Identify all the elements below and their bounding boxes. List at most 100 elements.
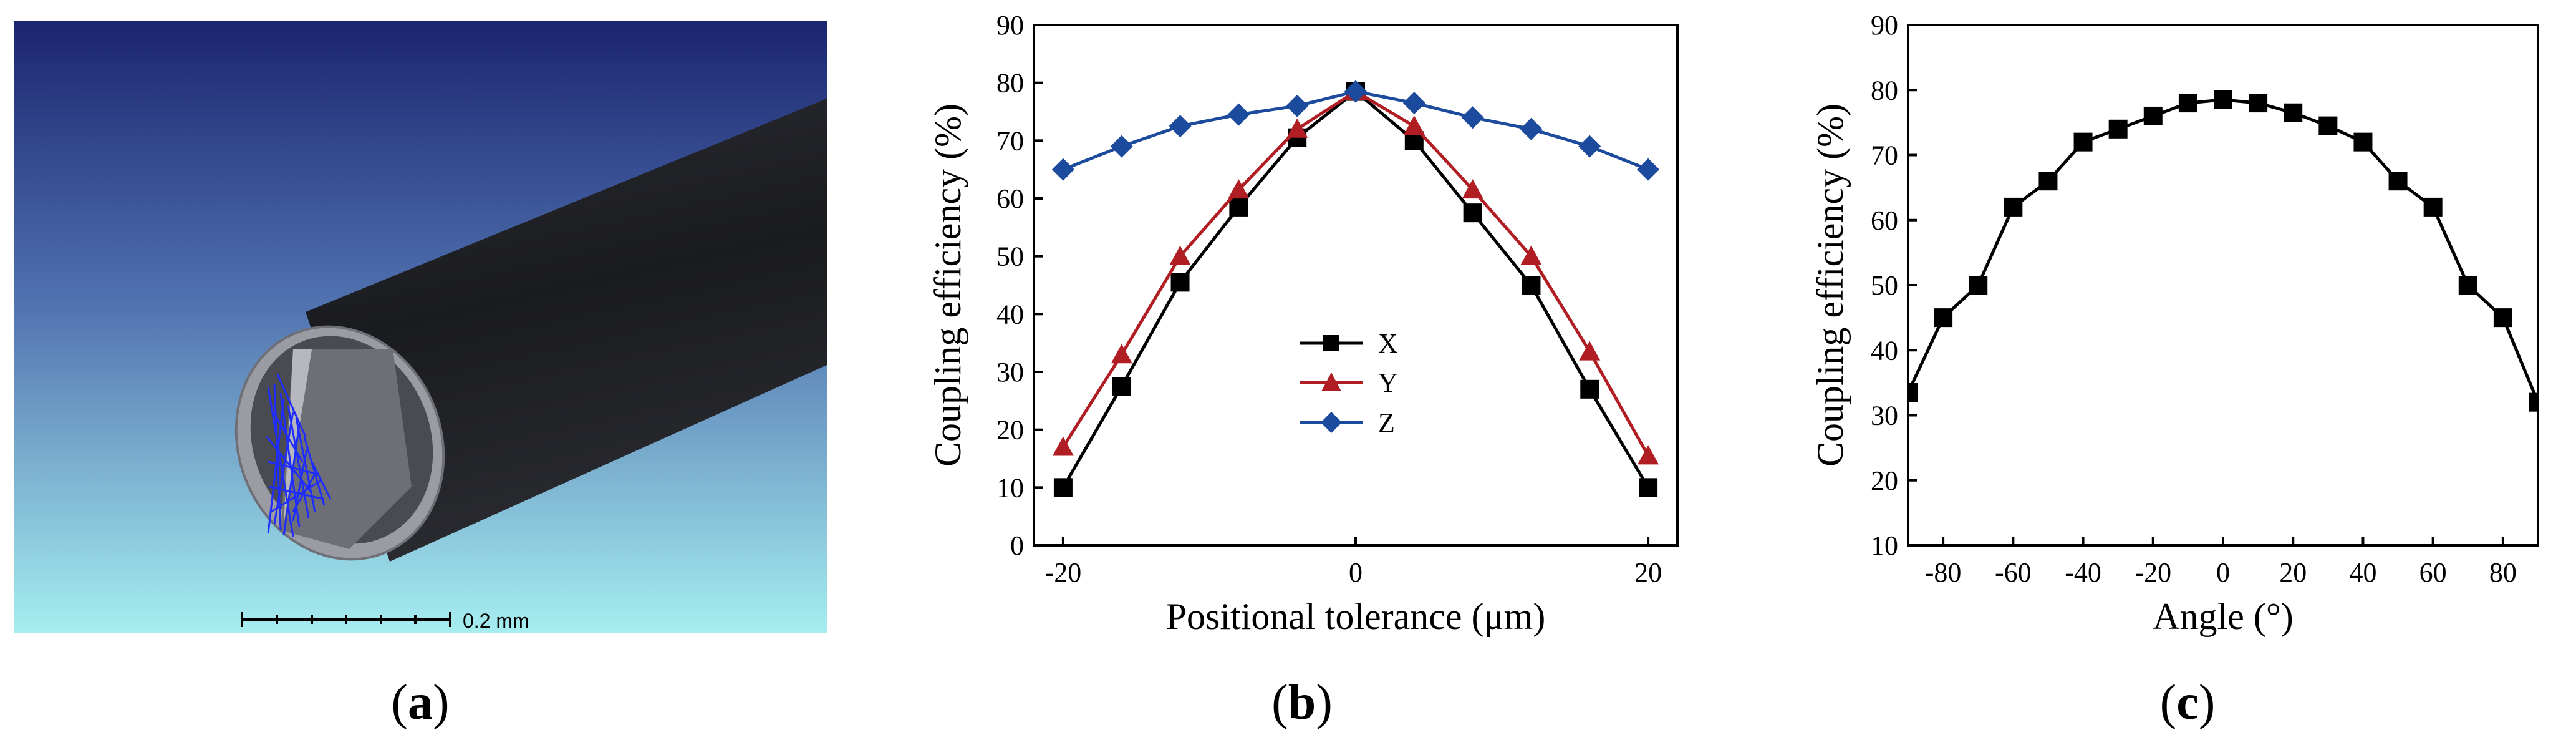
chart-b-series-z-point xyxy=(1402,92,1425,115)
chart-c-xtick-label: -40 xyxy=(2065,557,2101,588)
chart-b-series-y-line xyxy=(1061,89,1650,457)
chart-b-series-z-line xyxy=(1062,90,1649,171)
chart-b-series-z-point xyxy=(1520,117,1543,140)
chart-b-series-y-point xyxy=(1520,245,1542,265)
panel-a-label-close: ) xyxy=(433,675,450,730)
chart-b-axes: -20 0 20 0 10 20 30 40 50 60 70 80 90 xyxy=(996,10,1662,588)
chart-c-xtick-label: -80 xyxy=(1925,557,1962,588)
chart-c-series-series-point xyxy=(2073,132,2093,152)
panel-a-label-letter: a xyxy=(408,675,433,730)
panel-b-label-letter: b xyxy=(1288,675,1316,730)
chart-c-series-series-point xyxy=(2143,106,2163,125)
chart-c-ytick-label: 80 xyxy=(1871,75,1898,105)
panel-b-label-close: ) xyxy=(1316,675,1333,730)
chart-c-ytick-label: 70 xyxy=(1871,140,1898,171)
chart-b-ytick-label: 80 xyxy=(996,68,1024,99)
chart-c-ytick-label: 10 xyxy=(1871,530,1898,561)
chart-b-series-x-point xyxy=(1170,273,1190,292)
chart-c-plot-area xyxy=(1908,90,2538,412)
chart-c-series-series-point xyxy=(2249,94,2268,113)
chart-c-xtick-label: 60 xyxy=(2419,557,2447,588)
chart-b-series-x-point xyxy=(1229,197,1248,217)
chart-b-series-x-point xyxy=(1463,203,1482,223)
chart-b-ytick-label: 90 xyxy=(996,10,1024,41)
chart-c-xtick-label: 0 xyxy=(2216,557,2230,588)
chart-c-series-series-point xyxy=(2353,132,2373,152)
chart-b-series-z-point xyxy=(1286,94,1309,117)
chart-c-series-series-point xyxy=(2388,172,2408,191)
chart-b: -20 0 20 0 10 20 30 40 50 60 70 80 90 X Y Z Position… xyxy=(927,10,1679,730)
chart-c-series-series-point xyxy=(2038,172,2058,191)
chart-c-series-series-point xyxy=(2004,197,2023,217)
chart-b-ytick-label: 0 xyxy=(1010,530,1024,561)
chart-c-axes: -80 -60 -40 -20 0 20 40 60 80 10 20 30 40 50 60 70 80 90 xyxy=(1871,10,2517,588)
panel-a-label: (a) xyxy=(391,675,449,730)
chart-b-series-z-point xyxy=(1461,106,1484,129)
panel-b-label-open: ( xyxy=(1271,675,1288,730)
chart-b-ytick-label: 30 xyxy=(996,357,1024,387)
panel-c-label-letter: c xyxy=(2176,675,2199,730)
chart-b-ylabel: Coupling efficiency (%) xyxy=(927,104,968,467)
legend-y-marker xyxy=(1321,373,1341,391)
chart-b-ytick-label: 40 xyxy=(996,299,1024,329)
chart-b-series-y-point xyxy=(1052,436,1074,456)
legend-z-marker xyxy=(1321,412,1342,433)
chart-b-series-z-point xyxy=(1051,158,1074,181)
chart-b-xtick-label: -20 xyxy=(1045,557,1082,588)
panel-c-label-close: ) xyxy=(2199,675,2216,730)
fiber-render xyxy=(234,99,827,562)
chart-c-series-series-point xyxy=(2108,119,2128,139)
chart-b-series-y-point xyxy=(1462,179,1483,199)
chart-b-plot-area xyxy=(1051,80,1660,497)
chart-c-series-series-point xyxy=(2214,90,2232,109)
panel-a: 0.2 mm (a) xyxy=(14,21,827,730)
chart-b-series-y-point xyxy=(1638,445,1659,465)
chart-b-series-x-point xyxy=(1639,478,1658,497)
chart-b-series-y-point xyxy=(1579,341,1601,361)
panel-b-label: (b) xyxy=(1271,675,1333,730)
chart-b-series-z-point xyxy=(1637,158,1660,181)
chart-c-ytick-label: 60 xyxy=(1871,205,1898,236)
chart-c-ylabel: Coupling efficiency (%) xyxy=(1810,104,1851,467)
scale-bar xyxy=(241,612,451,627)
panel-c-label: (c) xyxy=(2160,675,2216,730)
legend-x-marker xyxy=(1323,335,1339,351)
chart-c: -80 -60 -40 -20 0 20 40 60 80102030405060708090 … xyxy=(1810,10,2539,730)
chart-b-series-z-point xyxy=(1344,80,1367,103)
chart-b-ytick-label: 70 xyxy=(996,125,1024,156)
chart-b-series-y-point xyxy=(1403,115,1425,135)
chart-b-series-y-point xyxy=(1228,179,1250,199)
chart-c-xtick-label: -60 xyxy=(1995,557,2032,588)
chart-b-xtick-label: 0 xyxy=(1349,557,1363,588)
chart-b-series-x-line xyxy=(1061,89,1650,489)
chart-b-frame xyxy=(1033,24,1679,547)
chart-b-series-z-point xyxy=(1578,135,1601,158)
chart-b-xlabel: Positional tolerance (μm) xyxy=(1166,596,1546,637)
chart-c-series-series-point xyxy=(2178,94,2197,113)
chart-c-ytick-label: 50 xyxy=(1871,270,1898,301)
chart-b-series-z-point xyxy=(1110,135,1133,158)
chart-b-xtick-label: 20 xyxy=(1634,557,1662,588)
chart-b-ytick-label: 10 xyxy=(996,472,1024,503)
chart-b-ytick-label: 20 xyxy=(996,415,1024,446)
chart-b-series-z-point xyxy=(1227,103,1250,126)
chart-c-series-series-point xyxy=(2423,197,2443,217)
chart-c-series-series-point xyxy=(1934,308,1953,328)
chart-c-series-series-point xyxy=(2458,276,2477,295)
ray-bundle xyxy=(266,374,332,537)
chart-c-xtick-label: 80 xyxy=(2489,557,2517,588)
chart-c-series-series-point xyxy=(2529,392,2538,412)
chart-c-xtick-label: 20 xyxy=(2279,557,2307,588)
chart-c-series-series-point xyxy=(2493,308,2512,328)
chart-b-series-y-point xyxy=(1169,245,1191,265)
chart-c-series-series-point xyxy=(2318,116,2338,135)
legend-z-label: Z xyxy=(1378,407,1395,438)
chart-b-series-x-point xyxy=(1053,478,1073,497)
chart-c-series-series-point xyxy=(1908,383,1918,402)
chart-b-series-x-point xyxy=(1580,379,1599,399)
scale-bar-label: 0.2 mm xyxy=(463,610,529,632)
legend-y-label: Y xyxy=(1378,368,1398,398)
chart-c-ytick-label: 90 xyxy=(1871,10,1898,41)
chart-b-series-x-point xyxy=(1112,377,1131,396)
